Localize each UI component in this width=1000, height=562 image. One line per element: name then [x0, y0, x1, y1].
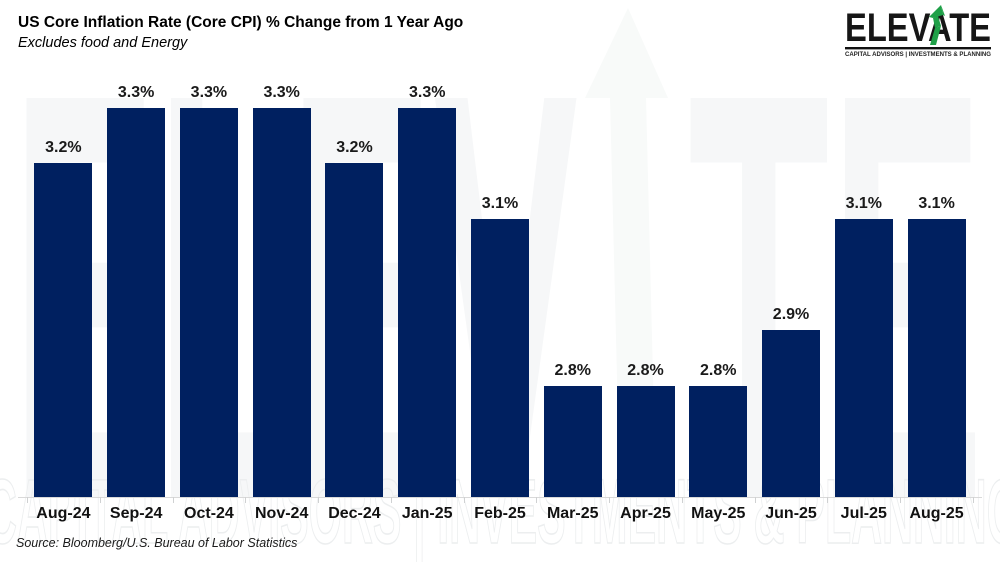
bar — [179, 108, 238, 497]
logo-tagline: CAPITAL ADVISORS | INVESTMENTS & PLANNIN… — [845, 51, 991, 58]
x-axis-label: Oct-24 — [184, 505, 234, 522]
chart-header: US Core Inflation Rate (Core CPI) % Chan… — [18, 13, 463, 52]
axis-tick — [681, 497, 683, 503]
bar-value-label: 2.8% — [554, 362, 591, 379]
bar-value-label: 3.3% — [408, 84, 446, 101]
bar-value-label: 3.1% — [481, 195, 519, 212]
x-axis-label: Jan-25 — [401, 505, 453, 522]
bar — [470, 219, 529, 497]
bar-column: 2.8% — [682, 75, 755, 497]
bar — [543, 386, 602, 497]
bar — [834, 219, 893, 497]
source-note: Source: Bloomberg/U.S. Bureau of Labor S… — [16, 536, 298, 550]
x-axis-label: Mar-25 — [546, 505, 599, 522]
bar-value-label: 2.9% — [772, 306, 810, 323]
bar-value-label: 3.3% — [263, 84, 300, 101]
bar-column: 3.3% — [100, 75, 173, 497]
x-axis-labels: Aug-24 Sep-24 Oct-24 Nov-24 Dec-24 Jan-25 Feb-… — [27, 505, 973, 523]
bar — [325, 163, 384, 497]
bar-column: 3.2% — [318, 75, 391, 497]
bar-column: 3.3% — [173, 75, 246, 497]
x-axis-label: Dec-24 — [328, 505, 381, 522]
axis-tick — [973, 497, 974, 503]
chart-title: US Core Inflation Rate (Core CPI) % Chan… — [18, 14, 464, 31]
axis-tick — [27, 497, 28, 503]
axis-tick — [827, 497, 829, 503]
bar-value-label: 3.1% — [845, 195, 883, 212]
bar — [762, 330, 821, 497]
bar — [907, 219, 966, 497]
logo-brand-text: ELEVATE — [845, 6, 991, 50]
axis-tick — [318, 497, 320, 503]
plot-area: 3.2% 3.3% 3.3% 3.3% 3.2% 3.3% 3.1% 2.8% 2.8% 2.8%… — [27, 75, 973, 497]
bar-value-label: 3.1% — [918, 195, 955, 212]
x-axis-label: Jun-25 — [765, 505, 817, 522]
x-axis-label: May-25 — [691, 505, 746, 522]
bar — [107, 108, 166, 497]
bar-value-label: 2.8% — [700, 362, 737, 379]
bar-column: 3.1% — [827, 75, 900, 497]
axis-tick — [99, 497, 101, 503]
chart-subtitle: Excludes food and Energy — [18, 35, 188, 51]
bar-value-label: 3.3% — [117, 84, 155, 101]
axis-tick — [609, 497, 611, 503]
bar-column: 3.3% — [391, 75, 464, 497]
axis-tick — [463, 497, 465, 503]
logo-arrow-icon — [929, 5, 945, 45]
bar-column: 2.8% — [536, 75, 609, 497]
axis-tick — [390, 497, 392, 503]
x-axis-label: Aug-24 — [36, 505, 91, 522]
bar-value-label: 3.3% — [190, 84, 228, 101]
bar-column: 3.2% — [27, 75, 100, 497]
bar — [252, 108, 311, 497]
x-axis-label: Jul-25 — [840, 505, 887, 522]
bar — [398, 108, 457, 497]
elevate-logo: ELEVATE CAPITAL ADVISORS | INVESTMENTS &… — [844, 4, 992, 63]
bar-value-label: 2.8% — [627, 362, 664, 379]
axis-tick — [536, 497, 538, 503]
x-axis-label: Aug-25 — [909, 505, 964, 522]
bar-value-label: 3.2% — [336, 139, 373, 156]
x-axis-label: Nov-24 — [255, 505, 309, 522]
bar-column: 2.9% — [755, 75, 828, 497]
x-axis-label: Sep-24 — [109, 505, 163, 522]
bar-column: 2.8% — [609, 75, 682, 497]
bar-value-label: 3.2% — [45, 139, 82, 156]
x-axis-label: Feb-25 — [474, 505, 526, 522]
bar — [689, 386, 748, 497]
bar — [616, 386, 675, 497]
x-axis-line — [18, 497, 982, 498]
axis-tick — [172, 497, 174, 503]
bar-column: 3.3% — [245, 75, 318, 497]
axis-tick — [245, 497, 247, 503]
bar — [34, 163, 93, 497]
bar-column: 3.1% — [900, 75, 973, 497]
logo-rule — [845, 47, 991, 50]
axis-tick — [754, 497, 756, 503]
x-axis-label: Apr-25 — [620, 505, 671, 522]
axis-tick — [900, 497, 902, 503]
bar-column: 3.1% — [464, 75, 537, 497]
